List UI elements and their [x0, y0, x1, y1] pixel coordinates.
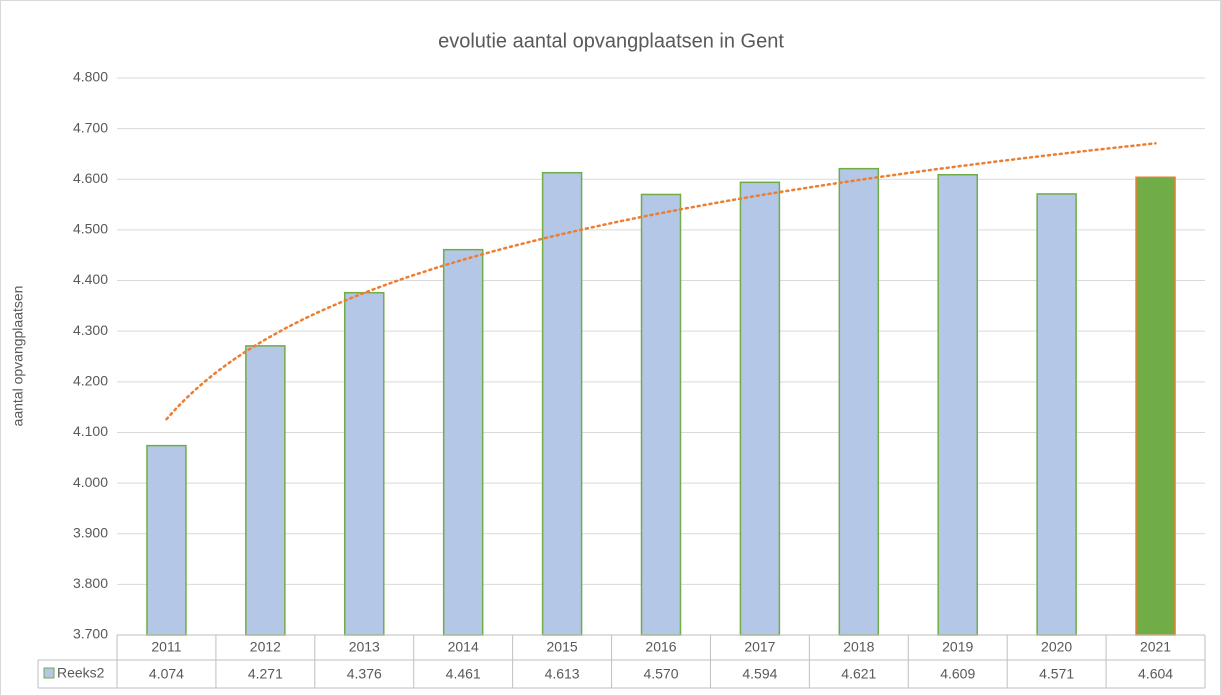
bar: [1135, 176, 1176, 636]
y-tick-label: 4.500: [73, 221, 108, 237]
y-tick-label: 3.700: [73, 626, 108, 642]
x-tick-label: 2019: [942, 639, 973, 655]
x-tick-label: 2011: [151, 639, 181, 655]
y-tick-label: 4.700: [73, 119, 108, 135]
y-tick-label: 4.100: [73, 423, 108, 439]
y-axis-label: aantal opvangplaatsen: [10, 286, 26, 427]
x-tick-label: 2012: [250, 639, 281, 655]
table-value: 4.571: [1039, 666, 1074, 682]
y-tick-label: 4.600: [73, 170, 108, 186]
table-value: 4.074: [149, 666, 184, 682]
bar: [1036, 193, 1077, 636]
bar: [146, 444, 187, 636]
x-tick-label: 2015: [547, 639, 578, 655]
table-value: 4.594: [742, 666, 777, 682]
y-tick-label: 4.400: [73, 271, 108, 287]
legend-swatch: [43, 667, 55, 679]
bar: [838, 167, 880, 636]
chart-title: evolutie aantal opvangplaatsen in Gent: [438, 30, 784, 52]
bar: [937, 173, 978, 636]
y-tick-label: 4.000: [73, 474, 108, 490]
table-value: 4.621: [841, 666, 876, 682]
x-tick-label: 2016: [645, 639, 676, 655]
legend-label: Reeks2: [57, 665, 105, 681]
table-value: 4.604: [1138, 666, 1173, 682]
table-value: 4.570: [643, 666, 678, 682]
trendline: [165, 142, 1157, 421]
y-tick-label: 4.300: [73, 322, 108, 338]
bar: [344, 291, 385, 636]
y-tick-label: 3.800: [73, 575, 108, 591]
table-value: 4.376: [347, 666, 382, 682]
table-value: 4.609: [940, 666, 975, 682]
bar: [640, 193, 682, 636]
y-tick-label: 4.200: [73, 373, 108, 389]
x-tick-label: 2017: [744, 639, 775, 655]
bar: [245, 345, 286, 636]
table-value: 4.271: [248, 666, 283, 682]
table-value: 4.461: [446, 666, 481, 682]
x-tick-label: 2013: [349, 639, 380, 655]
x-tick-label: 2020: [1041, 639, 1072, 655]
x-tick-label: 2021: [1140, 639, 1171, 655]
x-tick-label: 2018: [843, 639, 874, 655]
y-tick-label: 4.800: [73, 69, 108, 85]
y-tick-label: 3.900: [73, 524, 108, 540]
x-tick-label: 2014: [448, 639, 479, 655]
bar: [739, 181, 781, 636]
bar: [541, 171, 583, 636]
bar: [442, 248, 484, 636]
table-value: 4.613: [545, 666, 580, 682]
